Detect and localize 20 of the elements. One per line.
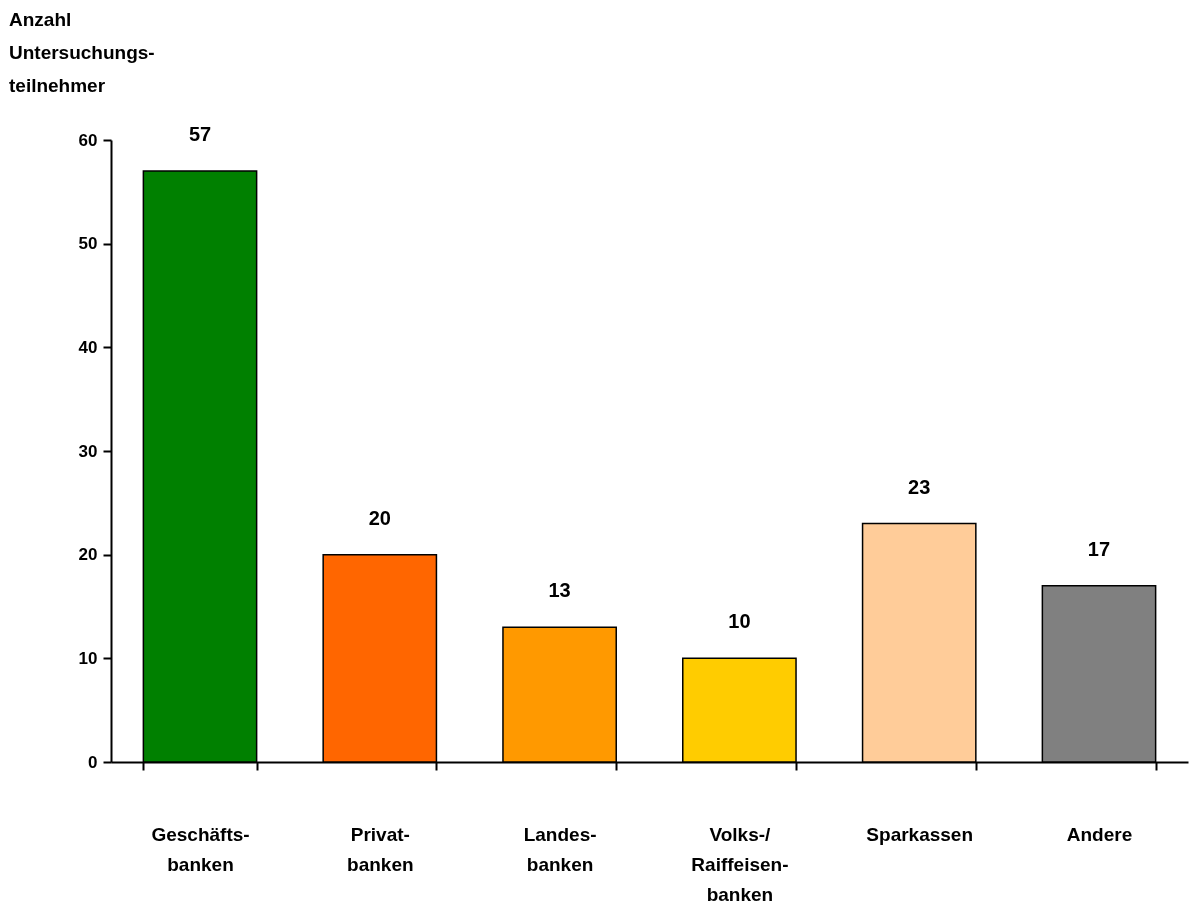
data-label: 13 (548, 579, 571, 602)
data-label: 57 (188, 123, 212, 146)
data-label: 17 (1087, 537, 1111, 560)
y-tick-label: 20 (78, 545, 98, 565)
data-label: 23 (908, 475, 931, 498)
data-label: 20 (368, 506, 391, 529)
data-label: 10 (728, 610, 751, 633)
x-tick-label: Landes- banken (523, 823, 597, 875)
y-tick-label: 40 (78, 337, 98, 357)
x-tick-label: Geschäfts- banken (151, 823, 250, 875)
y-tick-label: 0 (88, 752, 98, 772)
y-tick-label: 50 (78, 234, 98, 254)
x-tick-label: Volks-/ Raiffeisen- banken (691, 823, 789, 905)
x-tick-label: Privat- banken (347, 823, 414, 875)
y-axis-title: Anzahl Untersuchungs- teilnehmer (9, 9, 155, 97)
y-tick-label: 10 (78, 648, 98, 668)
y-tick-label: 30 (78, 441, 98, 461)
x-tick-label: Sparkassen (866, 823, 974, 845)
x-tick-label: Andere (1066, 823, 1133, 845)
y-tick-label: 60 (78, 130, 98, 150)
